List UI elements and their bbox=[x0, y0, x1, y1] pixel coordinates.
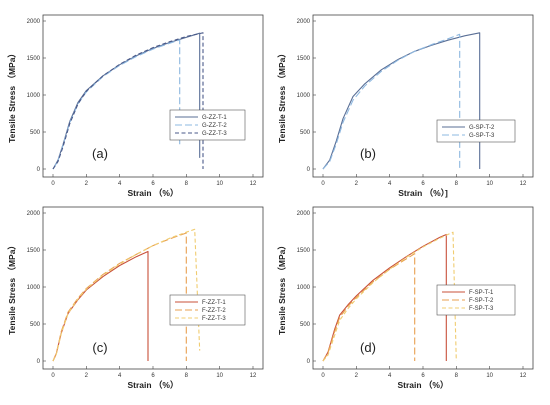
x-tick-label: 6 bbox=[151, 181, 155, 187]
x-tick-label: 0 bbox=[321, 181, 325, 187]
x-axis-label: Strain （%） bbox=[127, 380, 178, 390]
legend-box bbox=[169, 109, 246, 141]
x-tick-label: 4 bbox=[118, 373, 122, 379]
legend-label: F-SP-T-2 bbox=[469, 298, 494, 304]
legend-label: F-ZZ-T-2 bbox=[202, 308, 226, 314]
x-tick-label: 10 bbox=[216, 373, 223, 379]
series-line-G-ZZ-T-2 bbox=[52, 39, 181, 170]
x-tick-label: 12 bbox=[250, 373, 257, 379]
panel-label: (b) bbox=[360, 146, 376, 161]
y-tick-label: 1500 bbox=[27, 248, 41, 254]
plot-frame bbox=[42, 14, 264, 178]
x-tick-label: 2 bbox=[355, 181, 359, 187]
x-tick-label: 8 bbox=[455, 373, 459, 379]
series-line-F-ZZ-T-2 bbox=[52, 232, 187, 362]
legend-label: G-SP-T-2 bbox=[469, 125, 495, 131]
panel-label: (d) bbox=[360, 340, 376, 355]
y-tick-label: 1000 bbox=[297, 285, 311, 291]
legend-label: G-ZZ-T-1 bbox=[202, 115, 227, 121]
x-axis-label: Strain （%） bbox=[397, 380, 448, 390]
chart-panel-4: 0 500 1000 1500 2000 0 2 4 6 8 10 12 Strain （%） Tensi… bbox=[277, 206, 534, 390]
x-axis-label: Strain （%） bbox=[127, 188, 178, 198]
x-tick-label: 4 bbox=[118, 181, 122, 187]
y-axis-label: Tensile Stress （MPa） bbox=[7, 49, 17, 143]
y-axis-label: Tensile Stress （MPa） bbox=[277, 49, 287, 143]
chart-panel-3: 0 500 1000 1500 2000 0 2 4 6 8 10 12 Strain （%） Tensi… bbox=[7, 206, 264, 390]
y-tick-label: 2000 bbox=[297, 211, 311, 217]
x-tick-label: 12 bbox=[520, 181, 527, 187]
x-tick-label: 10 bbox=[486, 373, 493, 379]
chart-panel-1: 0 500 1000 1500 2000 0 2 4 6 8 10 12 Strain （%） Tensi… bbox=[7, 14, 264, 198]
series-line-G-SP-T-3 bbox=[322, 33, 461, 170]
x-tick-label: 6 bbox=[421, 373, 425, 379]
panel-label: (a) bbox=[92, 146, 108, 161]
x-tick-label: 12 bbox=[250, 181, 257, 187]
x-tick-label: 8 bbox=[455, 181, 459, 187]
y-tick-label: 2000 bbox=[297, 19, 311, 25]
y-tick-label: 2000 bbox=[27, 211, 41, 217]
y-tick-label: 500 bbox=[30, 130, 41, 136]
x-tick-label: 10 bbox=[486, 181, 493, 187]
y-tick-label: 500 bbox=[300, 322, 311, 328]
legend-label: F-SP-T-1 bbox=[469, 290, 494, 296]
y-tick-label: 1500 bbox=[297, 56, 311, 62]
y-tick-label: 0 bbox=[37, 167, 41, 173]
y-tick-label: 0 bbox=[307, 167, 311, 173]
legend-label: F-ZZ-T-1 bbox=[202, 300, 226, 306]
x-tick-label: 10 bbox=[216, 181, 223, 187]
x-tick-label: 0 bbox=[51, 373, 55, 379]
y-tick-label: 1000 bbox=[27, 285, 41, 291]
x-tick-label: 2 bbox=[355, 373, 359, 379]
x-tick-label: 4 bbox=[388, 181, 392, 187]
legend-label: G-ZZ-T-3 bbox=[202, 131, 227, 137]
series-line-F-SP-T-2 bbox=[322, 253, 416, 362]
legend-label: F-SP-T-3 bbox=[469, 306, 494, 312]
series-line-F-SP-T-3 bbox=[322, 231, 457, 362]
x-tick-label: 8 bbox=[185, 181, 189, 187]
series-line-G-ZZ-T-1 bbox=[52, 32, 201, 170]
x-tick-label: 8 bbox=[185, 373, 189, 379]
x-tick-label: 0 bbox=[51, 181, 55, 187]
legend-box bbox=[436, 284, 516, 316]
legend-label: G-ZZ-T-2 bbox=[202, 123, 227, 129]
x-tick-label: 6 bbox=[421, 181, 425, 187]
x-tick-label: 2 bbox=[85, 181, 89, 187]
x-tick-label: 0 bbox=[321, 373, 325, 379]
y-axis-label: Tensile Stress （MPa） bbox=[277, 241, 287, 335]
series-line-G-ZZ-T-3 bbox=[52, 32, 204, 170]
y-tick-label: 0 bbox=[37, 359, 41, 365]
x-tick-label: 4 bbox=[388, 373, 392, 379]
y-tick-label: 1500 bbox=[27, 56, 41, 62]
plot-frame bbox=[42, 206, 264, 370]
series-line-G-SP-T-2 bbox=[322, 32, 481, 170]
y-tick-label: 500 bbox=[300, 130, 311, 136]
y-tick-label: 2000 bbox=[27, 19, 41, 25]
x-tick-label: 6 bbox=[151, 373, 155, 379]
x-tick-label: 2 bbox=[85, 373, 89, 379]
series-line-F-SP-T-1 bbox=[322, 233, 447, 362]
series-line-F-ZZ-T-3 bbox=[52, 228, 201, 362]
y-tick-label: 1000 bbox=[297, 93, 311, 99]
panel-label: (c) bbox=[92, 340, 107, 355]
legend-box bbox=[436, 119, 516, 143]
x-tick-label: 12 bbox=[520, 373, 527, 379]
chart-panel-2: 0 500 1000 1500 2000 0 2 4 6 8 10 12 Strain （%）] Tens… bbox=[277, 14, 534, 198]
legend-box bbox=[169, 294, 246, 326]
y-tick-label: 0 bbox=[307, 359, 311, 365]
y-tick-label: 500 bbox=[30, 322, 41, 328]
y-tick-label: 1500 bbox=[297, 248, 311, 254]
plot-frame bbox=[312, 14, 534, 178]
x-axis-label: Strain （%）] bbox=[398, 188, 448, 198]
y-axis-label: Tensile Stress （MPa） bbox=[7, 241, 17, 335]
y-tick-label: 1000 bbox=[27, 93, 41, 99]
legend-label: F-ZZ-T-3 bbox=[202, 316, 226, 322]
legend-label: G-SP-T-3 bbox=[469, 133, 495, 139]
